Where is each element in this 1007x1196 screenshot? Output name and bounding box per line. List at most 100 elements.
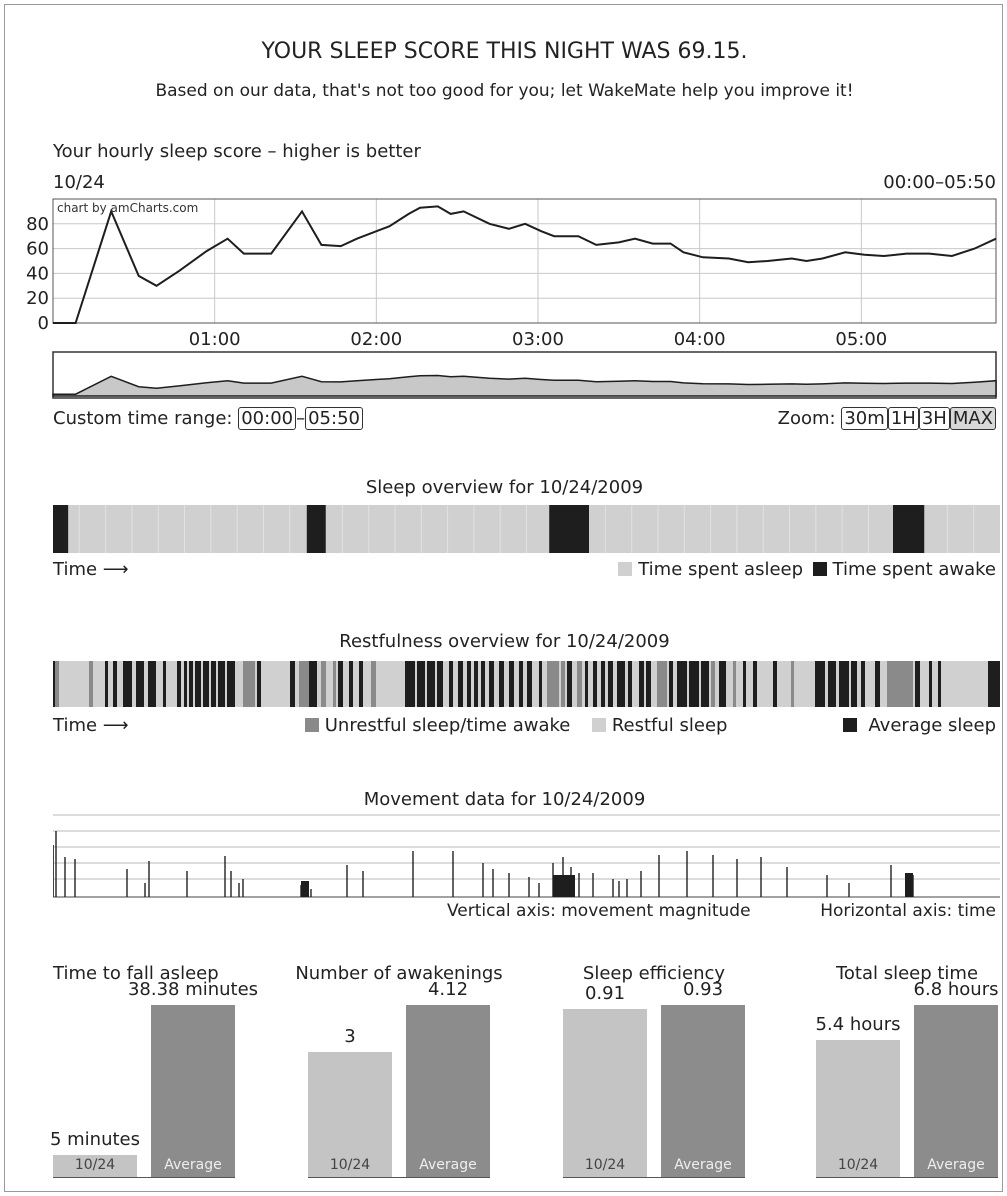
zoom-1h-button[interactable]: 1H	[887, 407, 919, 430]
page-subtitle: Based on our data, that's not too good f…	[155, 81, 854, 101]
score-chart-date: 10/24	[53, 172, 105, 193]
time-label: Time	[53, 559, 98, 580]
stat-group: Number of awakenings 10/24 3 Average 4.12	[295, 945, 503, 1185]
restfulness-overview-bar	[53, 661, 1000, 707]
average-segment	[218, 661, 225, 707]
range-start-input[interactable]: 00:00	[238, 407, 297, 430]
awake-segment	[53, 505, 69, 553]
bar-baseline	[563, 1177, 745, 1178]
bar-value-label: 6.8 hours	[913, 979, 999, 1000]
average-segment	[349, 661, 353, 707]
bar-category-label: Average	[164, 1157, 222, 1173]
scroller-area	[52, 374, 997, 397]
average-segment	[773, 661, 777, 707]
average-segment	[593, 661, 597, 707]
average-segment	[938, 661, 941, 707]
average-segment	[481, 661, 485, 707]
average-swatch	[842, 718, 857, 732]
average-segment	[851, 661, 857, 707]
legend-restful: Restful sleep	[611, 715, 728, 736]
bar-value-label: 38.38 minutes	[127, 979, 259, 1000]
report-frame: YOUR SLEEP SCORE THIS NIGHT WAS 69.15. B…	[4, 4, 1003, 1192]
average-segment	[437, 661, 443, 707]
rest-legend-unrestful: Unrestful sleep/time awake Restful sleep	[305, 715, 727, 736]
x-tick-label: 04:00	[674, 329, 726, 350]
unrestful-swatch	[305, 718, 319, 732]
average-segment	[489, 661, 494, 707]
average-segment	[539, 661, 542, 707]
average-bar	[151, 1005, 235, 1177]
bar-value-label: 0.91	[584, 982, 626, 1004]
movement-block	[301, 881, 309, 897]
y-tick-label: 20	[26, 288, 49, 309]
average-segment	[628, 661, 632, 707]
average-bar	[661, 1005, 745, 1177]
bar-value-label: 5.4 hours	[815, 1014, 901, 1036]
bar-baseline	[816, 1177, 998, 1178]
average-segment	[123, 661, 132, 707]
tonight-bar	[563, 1008, 647, 1177]
average-segment	[184, 661, 187, 707]
awake-segment	[549, 505, 590, 553]
zoom-3h-button[interactable]: 3H	[918, 407, 950, 430]
rest-legend-average: Average sleep	[842, 715, 996, 736]
legend-asleep: Time spent asleep	[638, 559, 804, 580]
bar-baseline	[53, 1177, 235, 1178]
page-title: YOUR SLEEP SCORE THIS NIGHT WAS 69.15.	[261, 39, 748, 64]
average-segment	[601, 661, 605, 707]
unrestful-segment	[55, 661, 59, 707]
stat-group: Time to fall asleep 10/24 5 minutes Average…	[50, 945, 258, 1185]
average-segment	[988, 661, 1000, 707]
average-segment	[405, 661, 415, 707]
sleep-overview-title: Sleep overview for 10/24/2009	[365, 477, 644, 498]
average-segment	[527, 661, 532, 707]
stat-title: Number of awakenings	[295, 963, 503, 984]
average-segment	[359, 661, 363, 707]
average-segment	[929, 661, 932, 707]
average-segment	[567, 661, 572, 707]
average-segment	[163, 661, 166, 707]
average-segment	[499, 661, 504, 707]
average-segment	[743, 661, 746, 707]
tonight-bar	[816, 1040, 900, 1177]
average-segment	[617, 661, 625, 707]
movement-title: Movement data for 10/24/2009	[363, 789, 646, 810]
sleep-overview-bar	[53, 505, 1000, 553]
chart-credit[interactable]: chart by amCharts.com	[57, 201, 198, 215]
sleep-score-line-chart[interactable]: 0 20 40 60 80 01:00 02:00 03:00 04:00 05:00 char…	[5, 5, 1003, 445]
sleep-score-line	[53, 205, 997, 324]
horizontal-axis-note: Horizontal axis: time	[820, 901, 996, 921]
average-segment	[427, 661, 435, 707]
y-tick-label: 60	[26, 239, 49, 260]
x-tick-label: 03:00	[512, 329, 564, 350]
average-segment	[195, 661, 201, 707]
custom-range-row: Custom time range: 00:00–05:50	[53, 407, 363, 430]
unrestful-segment	[657, 661, 667, 707]
zoom-30m-button[interactable]: 30m	[841, 407, 888, 430]
average-segment	[290, 661, 295, 707]
average-segment	[861, 661, 865, 707]
awake-segment	[892, 505, 925, 553]
average-segment	[585, 661, 588, 707]
average-segment	[417, 661, 425, 707]
average-segment	[719, 661, 726, 707]
bar-category-label: Average	[927, 1157, 985, 1173]
range-end-input[interactable]: 05:50	[305, 407, 363, 430]
bar-category-label: 10/24	[837, 1157, 879, 1173]
bar-value-label: 4.12	[427, 979, 469, 1000]
average-segment	[309, 661, 317, 707]
tonight-bar	[308, 1051, 392, 1177]
unrestful-segment	[791, 661, 794, 707]
stat-title: Sleep efficiency	[582, 963, 726, 984]
x-tick-label: 05:00	[835, 329, 887, 350]
average-segment	[509, 661, 514, 707]
bar-category-label: 10/24	[584, 1157, 626, 1173]
zoom-max-button[interactable]: MAX	[949, 407, 996, 430]
average-segment	[189, 661, 193, 707]
score-chart-range: 00:00–05:50	[883, 172, 996, 193]
x-tick-label: 01:00	[189, 329, 241, 350]
unrestful-segment	[243, 661, 255, 707]
average-segment	[608, 661, 613, 707]
stat-group: Sleep efficiency 10/24 0.91 Average 0.93	[563, 945, 745, 1185]
average-segment	[915, 661, 920, 707]
